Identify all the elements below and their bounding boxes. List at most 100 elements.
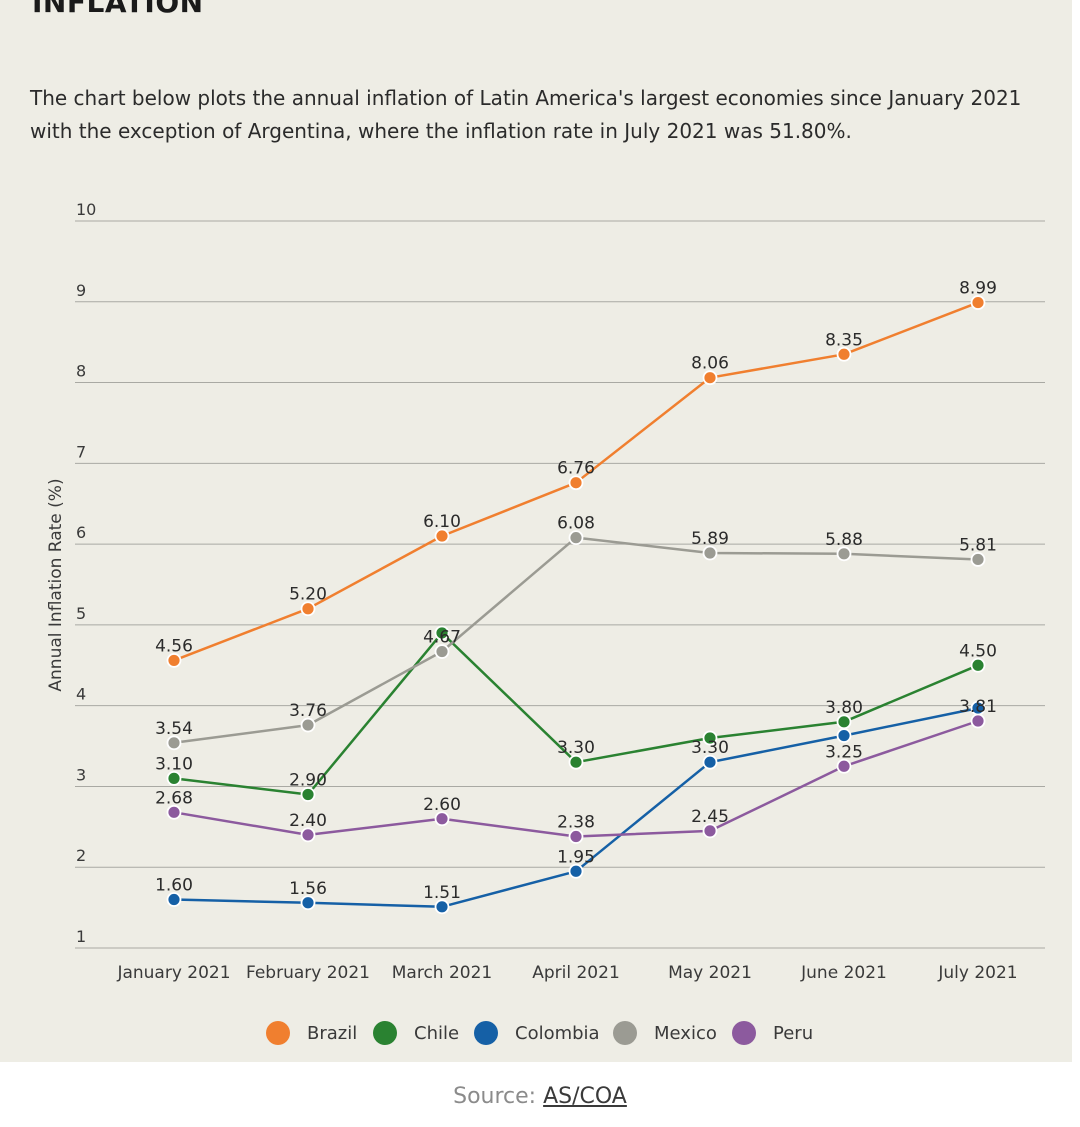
data-point-peru [970,713,986,729]
y-tick-label: 7 [76,442,86,461]
data-point-peru [434,811,450,827]
x-tick-label: July 2021 [937,963,1017,983]
data-point-mexico [970,552,986,567]
data-point-chile [970,657,986,673]
data-label: 4.56 [155,636,193,656]
data-label: 5.89 [691,529,729,549]
y-tick-label: 9 [76,281,86,300]
data-point-mexico [836,546,852,562]
data-point-mexico [568,530,584,546]
data-label: 3.10 [155,754,193,774]
data-label: 6.08 [557,514,595,534]
legend-swatch-colombia [474,1021,498,1045]
data-labels: 4.56 5.20 6.10 6.76 8.06 8.35 8.99 3.10 2.90 3.30… [155,279,997,903]
data-point-peru [836,758,852,774]
data-point-brazil [568,475,584,491]
data-label: 2.38 [557,813,595,833]
legend-swatch-mexico [613,1021,637,1045]
data-label: 1.51 [423,883,461,903]
grid-lines [75,220,1045,949]
data-label: 4.67 [423,628,461,648]
legend-swatch-chile [373,1021,397,1045]
y-tick-label: 10 [76,200,96,219]
data-point-brazil [166,653,182,668]
data-label: 5.20 [289,585,327,605]
data-label: 3.76 [289,701,327,721]
data-label: 2.60 [423,795,461,815]
data-label: 3.25 [825,742,863,762]
data-point-mexico [300,717,316,733]
data-label: 3.30 [557,738,595,758]
data-point-brazil [702,370,718,386]
data-point-mexico [434,644,450,659]
chart-panel: INFLATION The chart below plots the annu… [0,0,1072,1062]
data-point-brazil [836,346,852,362]
x-tick-label: March 2021 [392,963,493,983]
data-label: 5.81 [959,535,997,555]
data-label: 4.50 [959,641,997,661]
data-label: 6.10 [423,512,461,532]
legend-swatch-brazil [266,1021,290,1045]
y-tick-label: 3 [76,765,86,784]
legend: Brazil Chile Colombia Mexico Peru [266,1021,813,1045]
data-label: 5.88 [825,530,863,550]
legend-swatch-peru [732,1021,756,1045]
legend-label-chile: Chile [414,1023,459,1044]
data-point-colombia [166,892,182,907]
data-label: 1.56 [289,879,327,899]
data-point-mexico [166,735,182,751]
legend-label-peru: Peru [773,1023,813,1044]
data-label: 8.99 [959,279,997,299]
data-label: 8.06 [691,354,729,374]
data-label: 1.95 [557,847,595,867]
data-label: 8.35 [825,330,863,350]
y-tick-label: 1 [76,927,86,946]
data-point-peru [568,829,584,844]
data-label: 1.60 [155,876,193,896]
data-label: 2.40 [289,811,327,831]
x-tick-label: January 2021 [116,963,230,983]
data-point-chile [434,625,450,641]
data-label: 2.90 [289,771,327,791]
x-axis-ticks: January 2021 February 2021 March 2021 April… [116,963,1017,983]
y-tick-label: 4 [76,685,86,704]
legend-label-brazil: Brazil [307,1023,357,1044]
page-heading: INFLATION [32,0,204,19]
data-label: 3.30 [691,738,729,758]
chart-description: The chart below plots the annual inflati… [30,86,1022,143]
data-label: 3.81 [959,697,997,717]
data-point-brazil [970,295,986,310]
y-axis-label: Annual Inflation Rate (%) [46,478,66,691]
data-label: 2.45 [691,807,729,827]
data-point-colombia [300,895,316,911]
source-prefix: Source: [453,1084,537,1109]
x-tick-label: April 2021 [532,963,620,983]
legend-label-mexico: Mexico [654,1023,717,1044]
data-point-peru [702,823,718,839]
legend-label-colombia: Colombia [515,1023,600,1044]
data-point-mexico [702,545,718,561]
data-label: 3.54 [155,719,193,739]
data-label: 6.76 [557,459,595,479]
data-label: 2.68 [155,788,193,808]
y-tick-label: 5 [76,604,86,623]
x-tick-label: February 2021 [246,963,370,983]
source-link[interactable]: AS/COA [543,1084,627,1109]
data-point-chile [702,730,718,746]
data-point-colombia [434,899,450,915]
y-tick-label: 6 [76,523,86,542]
data-point-chile [300,787,316,802]
data-point-chile [166,770,182,786]
data-label: 3.80 [825,698,863,718]
data-point-colombia [568,863,584,879]
series-points [166,295,986,915]
data-point-brazil [434,528,450,544]
y-axis-ticks: 1 2 3 4 5 6 7 8 9 10 [76,200,96,946]
data-point-peru [166,804,182,820]
y-tick-label: 2 [76,846,86,865]
x-tick-label: June 2021 [800,963,887,983]
data-point-brazil [300,601,316,617]
source-note: Source: AS/COA [0,1084,1080,1109]
data-point-colombia [836,728,852,743]
